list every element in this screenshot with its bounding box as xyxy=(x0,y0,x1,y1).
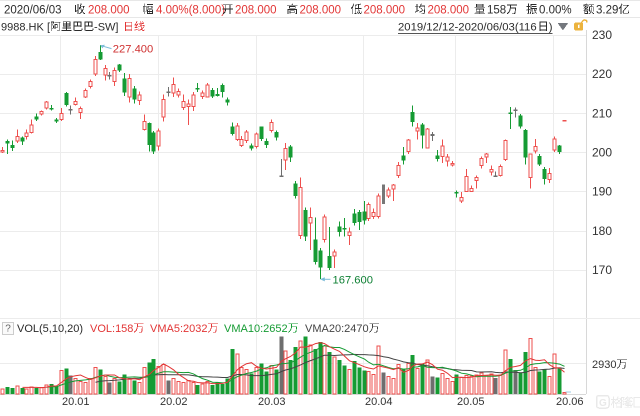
svg-text:208.000: 208.000 xyxy=(364,4,406,16)
svg-text:220: 220 xyxy=(592,67,612,81)
svg-text:200: 200 xyxy=(592,146,612,160)
svg-text:2930: 2930 xyxy=(592,359,616,371)
svg-text:9988.HK: 9988.HK xyxy=(1,21,44,33)
svg-text:20.02: 20.02 xyxy=(160,396,188,408)
svg-text:167.600: 167.600 xyxy=(333,274,373,286)
svg-text:): ) xyxy=(549,21,553,33)
svg-text:227.400: 227.400 xyxy=(113,44,153,56)
svg-text:20.01: 20.01 xyxy=(62,396,90,408)
svg-text:2019/12/12-2020/06/03(116: 2019/12/12-2020/06/03(116 xyxy=(398,21,537,33)
svg-text:208.000: 208.000 xyxy=(428,4,470,16)
svg-text:-SW]: -SW] xyxy=(94,21,118,33)
svg-text:[: [ xyxy=(47,21,50,33)
svg-text:0.00%: 0.00% xyxy=(539,4,572,16)
svg-text:210: 210 xyxy=(592,106,612,120)
svg-text:VMA20:2470: VMA20:2470 xyxy=(305,323,369,335)
svg-text:3.29: 3.29 xyxy=(596,4,618,16)
svg-text:?: ? xyxy=(5,324,11,335)
svg-text:158: 158 xyxy=(487,4,506,16)
svg-text:208.000: 208.000 xyxy=(300,4,342,16)
svg-text:208.000: 208.000 xyxy=(235,4,277,16)
svg-text:170: 170 xyxy=(592,263,612,277)
svg-text:4.00%(8.000): 4.00%(8.000) xyxy=(156,4,225,16)
svg-text:VOL(5,10,20): VOL(5,10,20) xyxy=(17,323,83,335)
svg-text:180: 180 xyxy=(592,224,612,238)
svg-text:VOL:158: VOL:158 xyxy=(90,323,133,335)
svg-text:20.04: 20.04 xyxy=(365,396,393,408)
svg-text:VMA10:2652: VMA10:2652 xyxy=(224,323,288,335)
svg-text:20.05: 20.05 xyxy=(457,396,485,408)
svg-text:20.06: 20.06 xyxy=(556,396,584,408)
svg-text:2020/06/03: 2020/06/03 xyxy=(4,4,62,16)
svg-text:G: G xyxy=(599,398,607,409)
svg-text:230: 230 xyxy=(592,28,612,42)
svg-text:208.000: 208.000 xyxy=(88,4,130,16)
svg-text:190: 190 xyxy=(592,185,612,199)
svg-text:20.03: 20.03 xyxy=(258,396,286,408)
svg-text:VMA5:2032: VMA5:2032 xyxy=(150,323,207,335)
